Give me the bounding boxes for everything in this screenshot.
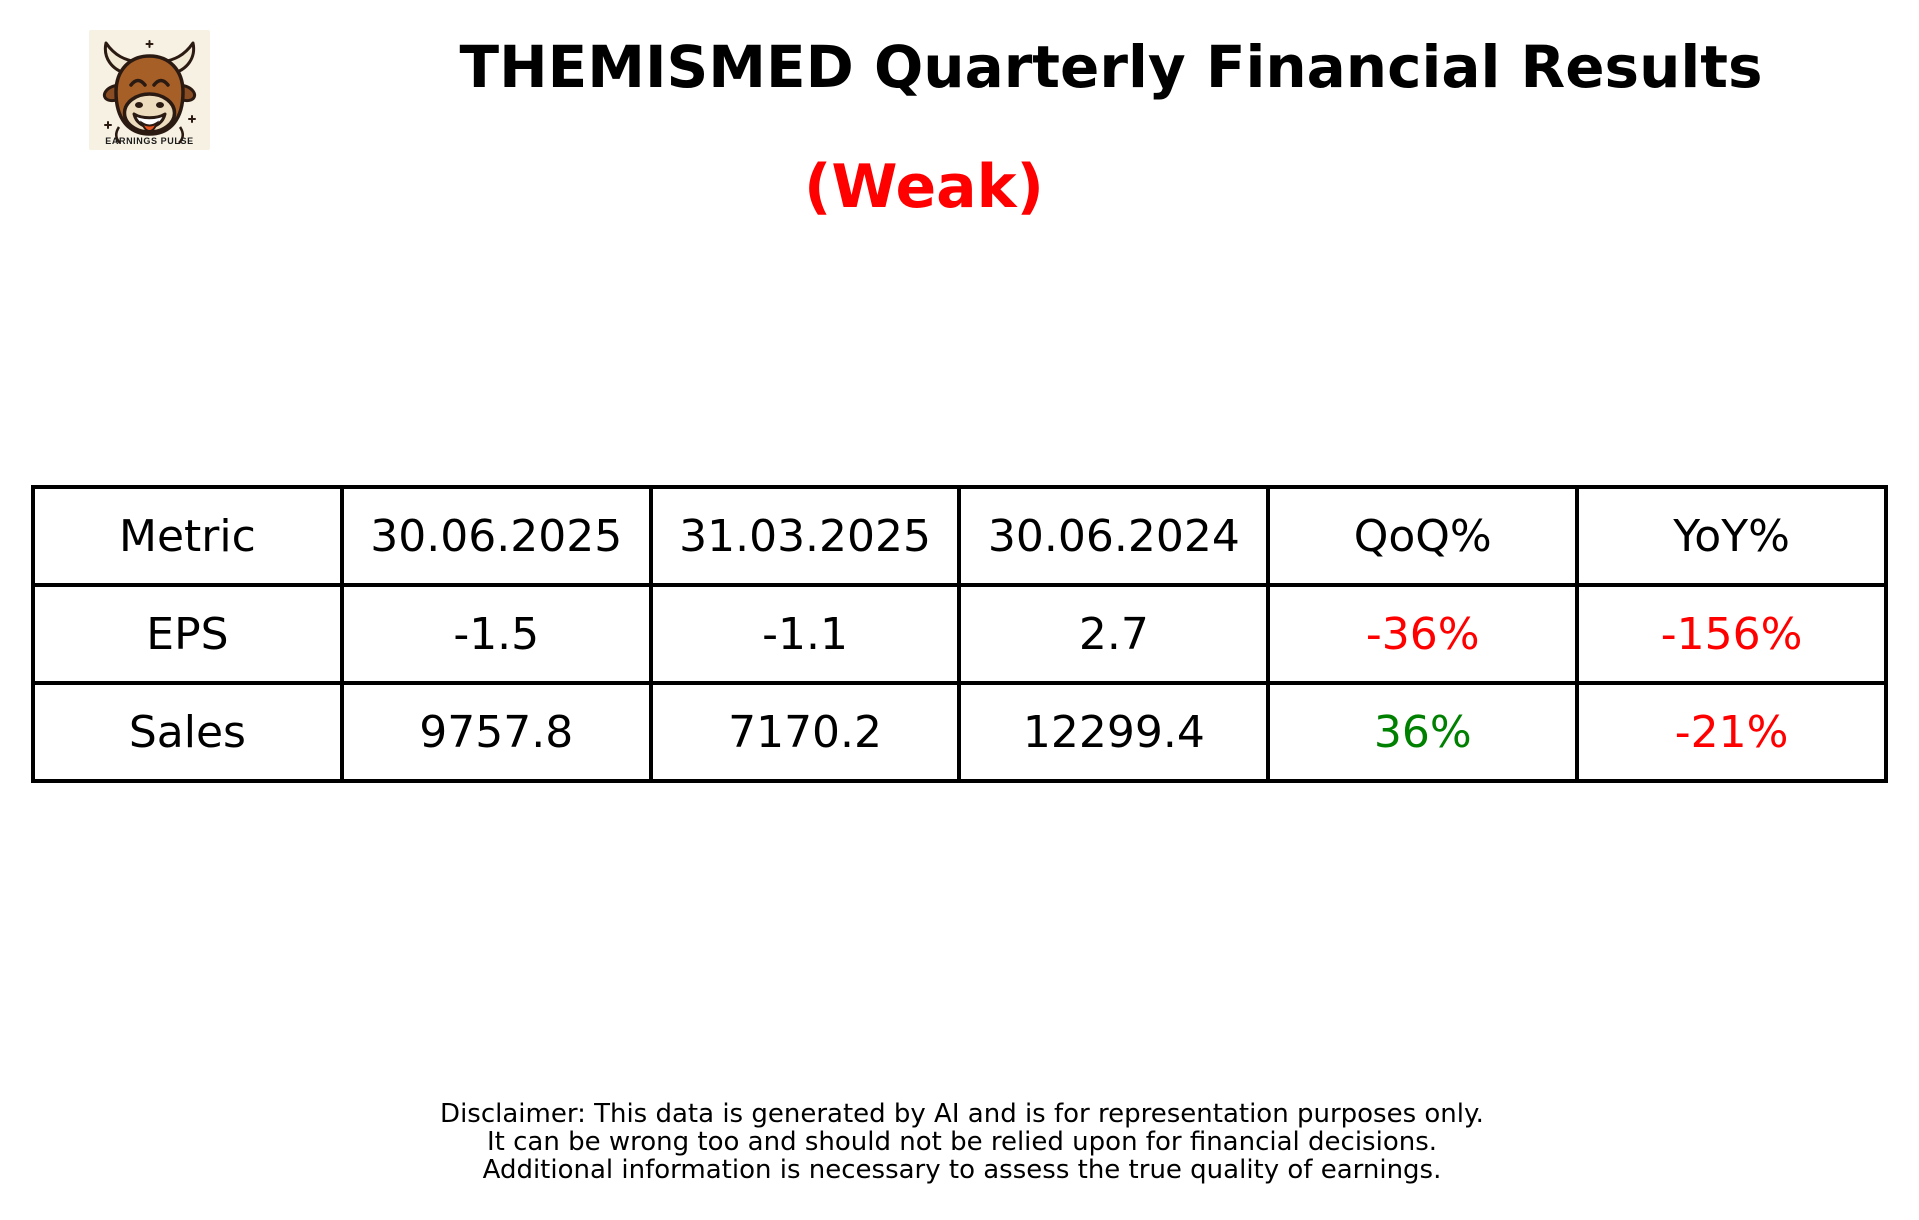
earnings-pulse-logo: EARNINGS PULSE <box>89 30 210 150</box>
qoq-change-cell: 36% <box>1266 681 1580 783</box>
value-cell: 9757.8 <box>339 681 653 783</box>
table-row-eps: EPS -1.5 -1.1 2.7 -36% -156% <box>31 583 1888 685</box>
nostril <box>156 102 164 108</box>
column-header-qoq: QoQ% <box>1266 485 1580 587</box>
value-cell: -1.5 <box>339 583 653 685</box>
column-header-year-ago-quarter: 30.06.2024 <box>957 485 1271 587</box>
qoq-change-cell: -36% <box>1266 583 1580 685</box>
logo-brand-text: EARNINGS PULSE <box>105 136 193 146</box>
verdict-label: (Weak) <box>804 152 1044 222</box>
page-title: THEMISMED Quarterly Financial Results <box>459 33 1763 101</box>
chest-line <box>115 126 121 144</box>
disclaimer-line: Disclaimer: This data is generated by AI… <box>440 1099 1484 1129</box>
sparkle-icon <box>104 40 196 129</box>
column-header-previous-quarter: 31.03.2025 <box>648 485 962 587</box>
column-header-metric: Metric <box>31 485 344 587</box>
value-cell: -1.1 <box>648 583 962 685</box>
financial-results-table: Metric 30.06.2025 31.03.2025 30.06.2024 … <box>31 485 1888 783</box>
disclaimer-line: Additional information is necessary to a… <box>482 1155 1442 1185</box>
column-header-yoy: YoY% <box>1575 485 1888 587</box>
value-cell: 12299.4 <box>957 681 1271 783</box>
metric-label: EPS <box>31 583 344 685</box>
chest-line <box>178 126 184 144</box>
tongue <box>139 120 160 133</box>
value-cell: 7170.2 <box>648 681 962 783</box>
metric-label: Sales <box>31 681 344 783</box>
eye-icon <box>152 78 170 87</box>
table-header-row: Metric 30.06.2025 31.03.2025 30.06.2024 … <box>31 485 1888 587</box>
disclaimer-text: Disclaimer: This data is generated by AI… <box>440 1100 1484 1184</box>
eye-icon <box>129 78 147 87</box>
disclaimer-line: It can be wrong too and should not be re… <box>486 1127 1438 1157</box>
yoy-change-cell: -156% <box>1575 583 1888 685</box>
column-header-current-quarter: 30.06.2025 <box>339 485 653 587</box>
table-row-sales: Sales 9757.8 7170.2 12299.4 36% -21% <box>31 681 1888 783</box>
value-cell: 2.7 <box>957 583 1271 685</box>
nostril <box>135 102 143 108</box>
yoy-change-cell: -21% <box>1575 681 1888 783</box>
